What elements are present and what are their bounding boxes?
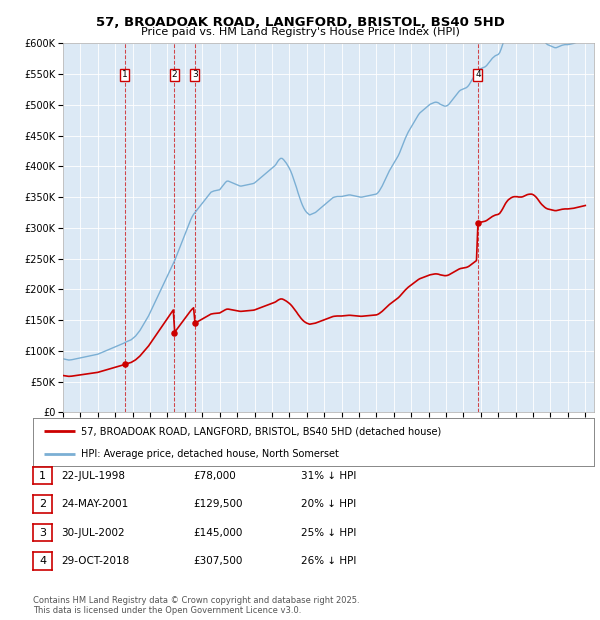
- Text: 26% ↓ HPI: 26% ↓ HPI: [301, 556, 356, 566]
- Text: £129,500: £129,500: [193, 499, 243, 509]
- Text: HPI: Average price, detached house, North Somerset: HPI: Average price, detached house, Nort…: [80, 449, 338, 459]
- Point: [473, 218, 482, 228]
- Point: [120, 360, 130, 370]
- Text: 4: 4: [475, 70, 481, 79]
- Text: 1: 1: [122, 70, 128, 79]
- Text: 30-JUL-2002: 30-JUL-2002: [61, 528, 125, 538]
- Text: 1: 1: [39, 471, 46, 480]
- Text: £78,000: £78,000: [193, 471, 236, 480]
- Text: 4: 4: [39, 556, 46, 566]
- Text: 2: 2: [172, 70, 177, 79]
- Text: Contains HM Land Registry data © Crown copyright and database right 2025.
This d: Contains HM Land Registry data © Crown c…: [33, 596, 359, 615]
- Text: 57, BROADOAK ROAD, LANGFORD, BRISTOL, BS40 5HD: 57, BROADOAK ROAD, LANGFORD, BRISTOL, BS…: [95, 16, 505, 29]
- Text: 25% ↓ HPI: 25% ↓ HPI: [301, 528, 356, 538]
- Text: 2: 2: [39, 499, 46, 509]
- Text: Price paid vs. HM Land Registry's House Price Index (HPI): Price paid vs. HM Land Registry's House …: [140, 27, 460, 37]
- Text: 24-MAY-2001: 24-MAY-2001: [61, 499, 128, 509]
- Text: £145,000: £145,000: [193, 528, 242, 538]
- Point: [190, 318, 200, 328]
- Text: 31% ↓ HPI: 31% ↓ HPI: [301, 471, 356, 480]
- Text: 57, BROADOAK ROAD, LANGFORD, BRISTOL, BS40 5HD (detached house): 57, BROADOAK ROAD, LANGFORD, BRISTOL, BS…: [80, 427, 441, 436]
- Text: 3: 3: [192, 70, 198, 79]
- Text: 29-OCT-2018: 29-OCT-2018: [61, 556, 130, 566]
- Text: £307,500: £307,500: [193, 556, 242, 566]
- Text: 3: 3: [39, 528, 46, 538]
- Text: 22-JUL-1998: 22-JUL-1998: [61, 471, 125, 480]
- Point: [169, 328, 179, 338]
- Text: 20% ↓ HPI: 20% ↓ HPI: [301, 499, 356, 509]
